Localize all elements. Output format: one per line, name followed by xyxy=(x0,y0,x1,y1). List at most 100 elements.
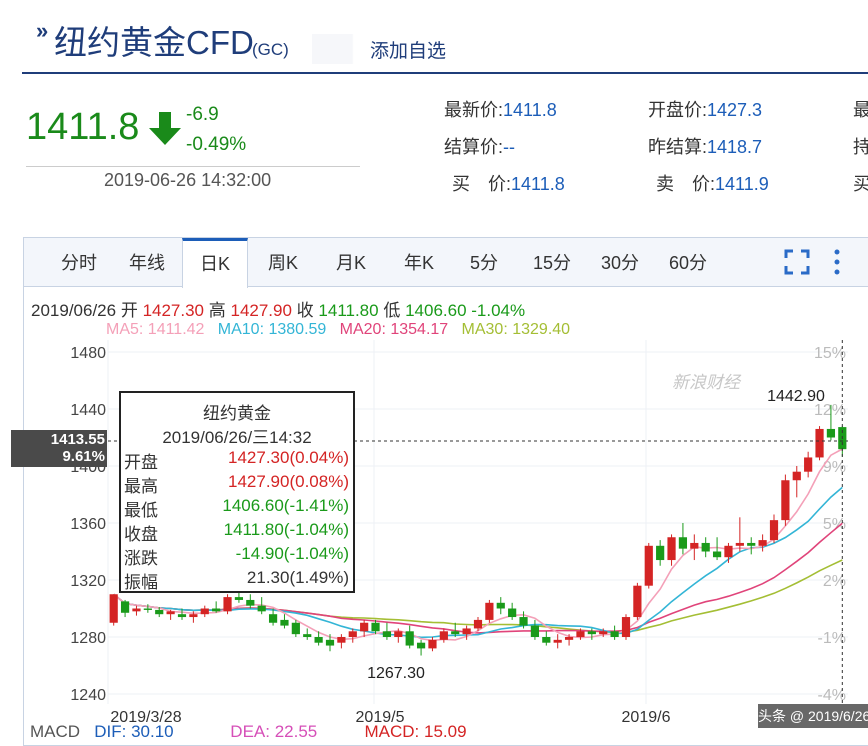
candle xyxy=(371,622,380,632)
pct-tick-label: 9% xyxy=(823,459,846,476)
price-change-pct: -0.49% xyxy=(186,134,247,155)
candle xyxy=(109,594,118,623)
ma10-line xyxy=(113,486,843,639)
candle xyxy=(576,631,585,637)
candle xyxy=(200,608,209,615)
tooltip-title: 纽约黄金 xyxy=(203,404,271,423)
high-mark: 1442.90 xyxy=(767,388,825,405)
chevron-right-icon: » xyxy=(36,18,49,43)
sina-watermark: 新浪财经 xyxy=(672,373,742,392)
candle xyxy=(177,614,187,618)
title-bar: » 纽约黄金CFD (GC) 添加自选 xyxy=(22,0,868,74)
candle xyxy=(621,617,631,637)
add-watchlist-label: 添加自选 xyxy=(369,40,446,62)
candle xyxy=(712,551,722,558)
candle xyxy=(644,545,653,586)
tab-annual-line[interactable]: 年线 xyxy=(129,253,165,273)
candle xyxy=(234,597,244,600)
candle xyxy=(667,537,676,561)
candle xyxy=(542,637,551,643)
more-menu-icon[interactable] xyxy=(832,248,842,276)
add-watchlist-button[interactable]: 添加自选 xyxy=(312,34,446,64)
tab-intraday[interactable]: 分时 xyxy=(61,253,97,273)
tab-15min[interactable]: 15分 xyxy=(532,253,572,273)
candle xyxy=(314,637,323,643)
arrow-down-icon xyxy=(149,112,181,145)
candle xyxy=(303,634,312,637)
ma30-value: MA30: 1329.40 xyxy=(461,321,571,338)
candle xyxy=(189,614,198,618)
data-tooltip: 纽约黄金 2019/06/26/三14:32 开盘 1427.30(0.04%) … xyxy=(119,391,355,593)
tab-30min[interactable]: 30分 xyxy=(600,253,640,273)
candle xyxy=(416,642,426,649)
tooltip-row: 收盘 1411.80(-1.04%) xyxy=(124,520,349,544)
pct-tick-label: 12% xyxy=(814,402,846,419)
candle xyxy=(769,520,779,541)
tooltip-row: 最高 1427.90(0.08%) xyxy=(124,472,349,496)
ma20-value: MA20: 1354.17 xyxy=(339,321,449,338)
candle xyxy=(337,637,346,643)
candle xyxy=(405,631,414,646)
quote-field-open: 开盘价:1427.3 xyxy=(648,100,763,120)
candle xyxy=(587,631,596,635)
candle xyxy=(120,601,130,613)
quote-field-bid: 买 价:1411.8 xyxy=(452,174,565,194)
candle xyxy=(485,602,494,620)
cut-label: 持 xyxy=(853,137,868,157)
candle xyxy=(564,637,574,640)
candle xyxy=(508,608,517,618)
candle xyxy=(439,631,448,640)
candle xyxy=(246,599,255,606)
candle xyxy=(747,542,756,546)
candle xyxy=(257,605,266,612)
pct-tick-label: -4% xyxy=(818,687,846,704)
ma5-value: MA5: 1411.42 xyxy=(106,321,205,338)
ma20-line xyxy=(113,522,843,634)
low-mark: 1267.30 xyxy=(367,665,425,682)
candle xyxy=(758,540,767,546)
tab-daily-k[interactable]: 日K xyxy=(182,238,248,288)
tab-60min[interactable]: 60分 xyxy=(668,253,708,273)
quote-field-settle: 结算价:-- xyxy=(444,137,516,157)
tab-yearly-k[interactable]: 年K xyxy=(403,253,434,273)
candle xyxy=(701,542,710,552)
divider xyxy=(26,166,360,167)
candle xyxy=(519,617,528,626)
candle xyxy=(633,585,642,618)
candle xyxy=(451,631,460,635)
fullscreen-icon[interactable] xyxy=(784,249,810,275)
quote-field-last: 最新价:1411.8 xyxy=(444,100,557,120)
candle xyxy=(394,631,403,637)
tooltip-row: 涨跌 -14.90(-1.04%) xyxy=(124,544,349,568)
tab-5min[interactable]: 5分 xyxy=(469,253,498,273)
candle xyxy=(735,542,744,546)
candle xyxy=(678,537,688,549)
pct-tick-label: -1% xyxy=(818,630,846,647)
quote-field-ask: 卖 价:1411.9 xyxy=(656,174,769,194)
candle xyxy=(325,639,335,646)
cut-label: 最 xyxy=(853,100,868,120)
candle xyxy=(690,542,699,549)
candle xyxy=(553,639,562,643)
macd-legend: MACD DIF: 30.10 DEA: 22.55 MACD: 15.09 xyxy=(30,722,467,741)
y-tick-label: 1440 xyxy=(70,402,106,419)
candle xyxy=(496,602,505,609)
candle xyxy=(348,631,357,637)
tooltip-row: 振幅 21.30(1.49%) xyxy=(124,568,349,592)
candle xyxy=(815,428,824,458)
candle xyxy=(428,639,437,649)
x-tick-label: 2019/5 xyxy=(356,709,405,726)
candle xyxy=(382,631,392,637)
tab-monthly-k[interactable]: 月K xyxy=(335,253,366,273)
x-tick-label: 2019/6 xyxy=(622,709,671,726)
candle xyxy=(291,622,300,635)
ohlc-info-row: 2019/06/26 开 1427.30 高 1427.90 收 1411.80… xyxy=(31,301,526,320)
candle xyxy=(599,631,608,635)
candle xyxy=(781,480,790,521)
price-change: -6.9 xyxy=(186,104,219,125)
pct-tick-label: 5% xyxy=(823,516,846,533)
tab-weekly-k[interactable]: 周K xyxy=(267,253,298,273)
candle xyxy=(792,471,801,481)
page-title: 纽约黄金CFD xyxy=(54,24,254,61)
